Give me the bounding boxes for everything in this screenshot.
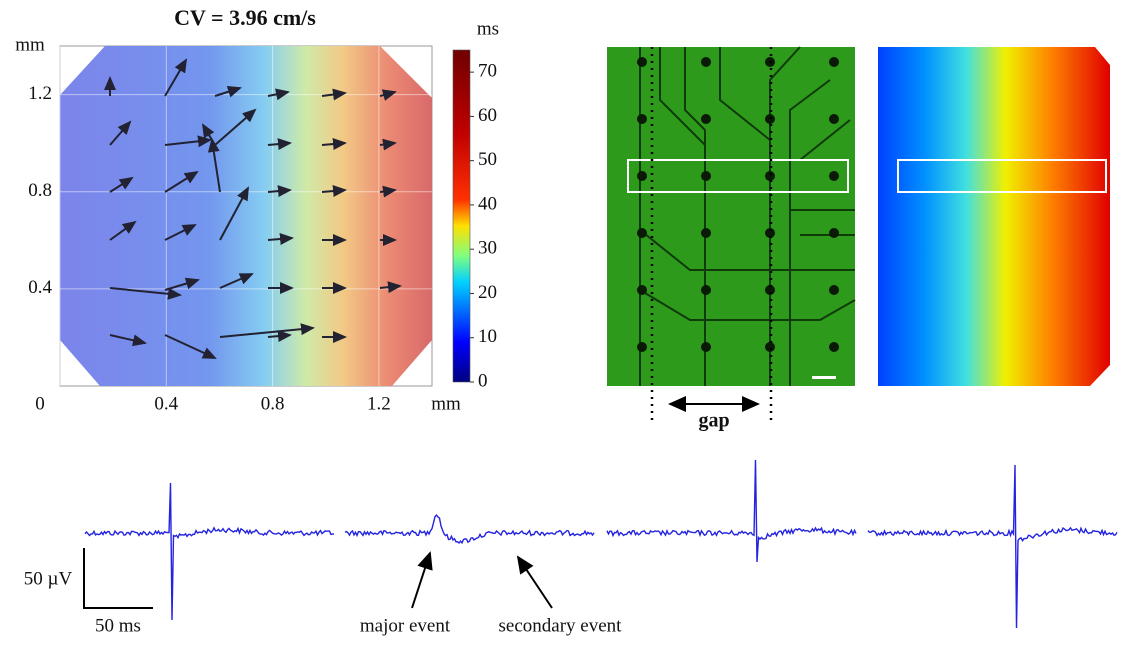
electrode (765, 228, 775, 238)
x-tick-label: 0.4 (154, 393, 178, 414)
activation-map (60, 46, 432, 386)
colorbar-tick-label: 40 (478, 193, 497, 214)
electrode (637, 57, 647, 67)
colorbar-tick-label: 60 (478, 105, 497, 126)
traces (84, 459, 1118, 629)
x-axis-label: mm (431, 393, 461, 414)
colorbar-tick-label: 70 (478, 60, 497, 81)
electrode (701, 171, 711, 181)
colorbar-label: ms (477, 18, 499, 39)
electrodes (637, 57, 839, 352)
electrode (765, 114, 775, 124)
electrode (829, 171, 839, 181)
electrode (637, 342, 647, 352)
electrode (829, 57, 839, 67)
electrode (637, 285, 647, 295)
electrode (765, 171, 775, 181)
scale-y-label: 50 µV (24, 568, 73, 589)
x-tick-label: 1.2 (367, 393, 391, 414)
colorbar (452, 49, 471, 383)
scale-bar (83, 548, 153, 609)
electrode (829, 285, 839, 295)
trace (867, 464, 1118, 629)
map-title: CV = 3.96 cm/s (174, 5, 316, 30)
electrode (637, 171, 647, 181)
electrode (637, 114, 647, 124)
trace (606, 459, 857, 563)
electrode-tracks (639, 46, 856, 386)
colorbar-tick-label: 20 (478, 282, 497, 303)
colorbar-tick-label: 50 (478, 149, 497, 170)
roi-box (897, 159, 1107, 193)
colorbar-tick-label: 30 (478, 238, 497, 259)
micrograph (607, 47, 855, 386)
y-tick-label: 0.4 (28, 277, 52, 298)
y-tick-label: 1.2 (28, 83, 52, 104)
annotation: secondary event (499, 615, 623, 636)
trace (344, 514, 595, 545)
electrode (637, 228, 647, 238)
electrode (829, 228, 839, 238)
trace (84, 482, 335, 621)
heatmap (878, 47, 1110, 386)
electrode (701, 228, 711, 238)
electrode (701, 342, 711, 352)
annotation: major event (360, 615, 451, 636)
y-axis-label: mm (15, 34, 45, 55)
electrode (701, 114, 711, 124)
colorbar-tick-label: 0 (478, 370, 488, 391)
colorbar-tick-label: 10 (478, 326, 497, 347)
electrode (765, 285, 775, 295)
scale-bar (812, 376, 836, 379)
annotation-arrow (516, 555, 553, 609)
roi-box (627, 159, 849, 193)
electrode (829, 342, 839, 352)
electrode (829, 114, 839, 124)
x-tick-label: 0 (35, 393, 45, 414)
y-tick-label: 0.8 (28, 180, 52, 201)
electrode (701, 57, 711, 67)
gap-label: gap (698, 410, 729, 432)
x-tick-label: 0.8 (261, 393, 285, 414)
annotation-arrow (411, 551, 433, 609)
vector-field (104, 58, 402, 359)
scale-x-label: 50 ms (95, 615, 141, 636)
electrode (765, 342, 775, 352)
electrode (701, 285, 711, 295)
